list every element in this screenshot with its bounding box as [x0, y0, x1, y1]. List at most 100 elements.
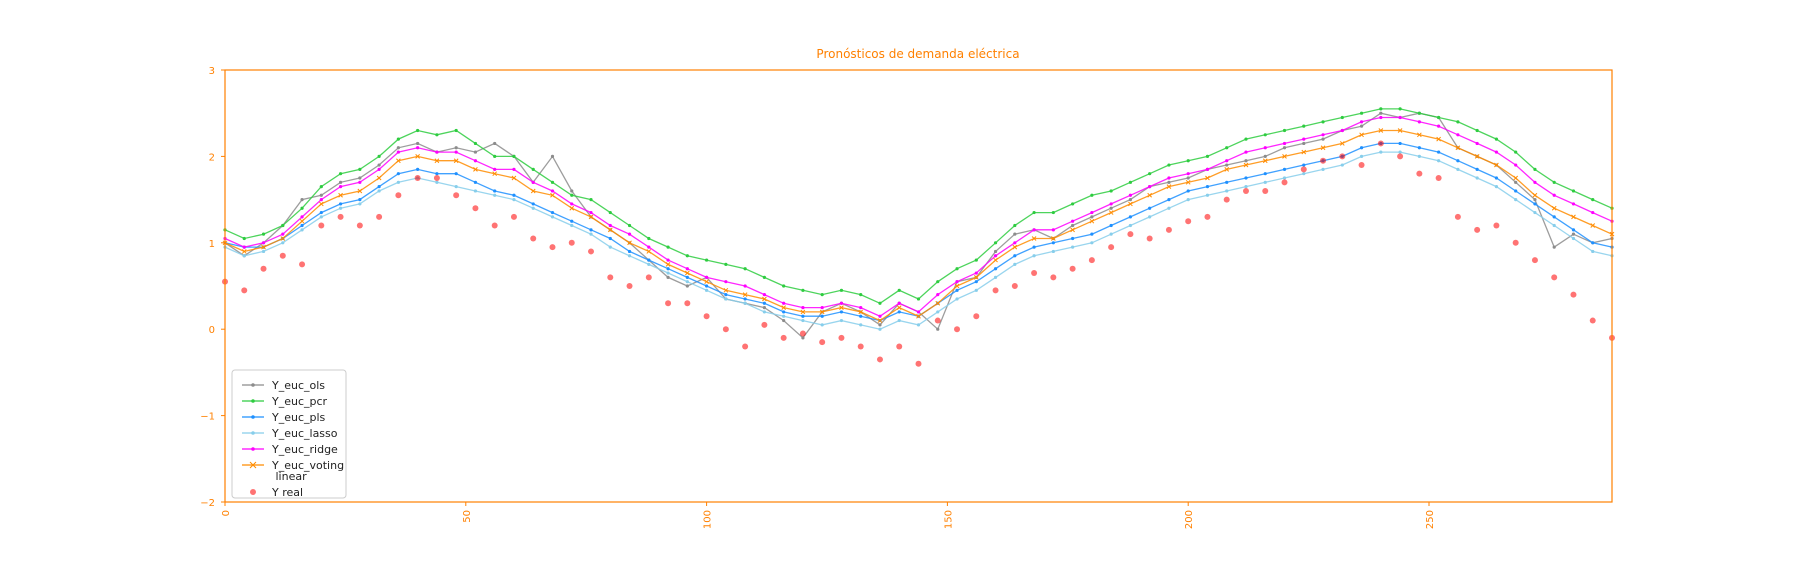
legend-label-ridge: Y_euc_ridge: [271, 443, 338, 456]
point-ridge-23: [666, 258, 670, 262]
point-ridge-4: [300, 215, 304, 219]
point-real-65: [1474, 226, 1481, 233]
point-ridge-1: [242, 245, 246, 249]
point-real-15: [510, 213, 517, 220]
point-ridge-47: [1128, 193, 1133, 197]
y-tick-label-0: 0: [209, 325, 215, 336]
point-pcr-63: [1437, 115, 1441, 120]
point-ols-60: [1379, 111, 1383, 115]
point-real-70: [1570, 291, 1577, 298]
point-pcr-19: [589, 198, 593, 202]
point-lasso-26: [724, 297, 728, 301]
point-lasso-2: [261, 249, 266, 254]
point-lasso-18: [570, 223, 574, 228]
point-voting-56: [1301, 149, 1307, 155]
point-ols-10: [416, 141, 420, 146]
axis-ticks: −2 −1 0 1 2 3 0 50 100 150 200 250: [200, 66, 1436, 529]
point-ridge-18: [570, 202, 574, 206]
series-line-ridge: [224, 116, 1613, 317]
point-pcr-32: [839, 288, 844, 292]
point-real-37: [934, 317, 941, 324]
point-real-10: [414, 175, 421, 181]
point-ridge-30: [801, 306, 805, 310]
legend-label-line: Y_euc_ridge: [271, 443, 338, 456]
point-ridge-7: [358, 180, 362, 184]
point-lasso-24: [685, 280, 689, 284]
point-ridge-52: [1225, 159, 1229, 163]
point-ridge-66: [1494, 150, 1499, 154]
point-real-30: [799, 330, 806, 337]
point-pls-26: [724, 293, 728, 297]
legend-marker-ridge: [251, 447, 255, 451]
point-voting-64: [1455, 145, 1461, 151]
point-lasso-1: [242, 254, 246, 258]
point-ridge-59: [1359, 120, 1364, 124]
point-ridge-63: [1437, 124, 1441, 128]
point-pls-43: [1051, 241, 1055, 245]
point-pcr-31: [820, 293, 824, 297]
point-pls-55: [1282, 167, 1287, 171]
point-pcr-50: [1186, 159, 1190, 163]
point-voting-9: [396, 158, 401, 164]
point-pcr-17: [550, 180, 555, 184]
point-pls-39: [974, 280, 978, 284]
point-real-21: [626, 283, 633, 289]
point-voting-21: [627, 240, 632, 246]
point-pcr-48: [1148, 172, 1152, 176]
point-ridge-12: [454, 150, 458, 154]
point-ols-37: [936, 327, 940, 331]
x-tick-label-50: 50: [462, 510, 473, 523]
point-ridge-51: [1205, 167, 1210, 171]
point-lasso-62: [1417, 154, 1421, 158]
point-ridge-11: [435, 150, 439, 154]
point-ridge-20: [608, 223, 612, 228]
point-real-46: [1108, 244, 1115, 251]
point-ridge-13: [473, 159, 478, 163]
point-ols-53: [1244, 159, 1248, 163]
point-voting-8: [376, 175, 382, 181]
point-pcr-30: [801, 288, 805, 292]
point-pcr-56: [1302, 124, 1306, 128]
legend-marker-lasso: [251, 431, 255, 435]
point-ridge-19: [589, 210, 593, 215]
point-lasso-11: [435, 180, 439, 184]
point-ridge-68: [1533, 180, 1537, 184]
point-ridge-36: [916, 310, 921, 314]
point-real-31: [819, 339, 826, 346]
point-ridge-22: [647, 245, 651, 249]
point-pls-6: [338, 202, 343, 206]
legend-item-voting: Y_euc_voting linear: [242, 459, 344, 483]
point-ridge-54: [1263, 146, 1267, 150]
point-real-14: [491, 222, 498, 229]
legend-label-line: Y_euc_lasso: [271, 427, 338, 440]
point-ridge-2: [261, 241, 266, 245]
point-pls-35: [897, 310, 901, 314]
point-ridge-3: [281, 232, 285, 236]
point-ridge-43: [1051, 228, 1055, 232]
x-tick-label-100: 100: [703, 510, 714, 529]
chart-title: Pronósticos de demanda eléctrica: [816, 47, 1019, 61]
point-pls-71: [1591, 241, 1595, 245]
point-voting-68: [1532, 192, 1538, 198]
point-voting-19: [588, 214, 594, 220]
point-pcr-26: [724, 262, 728, 266]
legend-item-ridge: Y_euc_ridge: [242, 443, 338, 456]
point-lasso-50: [1186, 198, 1190, 202]
point-real-7: [356, 222, 363, 229]
point-pcr-11: [435, 133, 439, 137]
legend-item-pls: Y_euc_pls: [242, 411, 326, 424]
point-lasso-6: [338, 206, 343, 210]
point-voting-5: [318, 201, 324, 207]
point-pcr-51: [1205, 154, 1210, 158]
point-voting-36: [916, 313, 921, 319]
legend-label-voting: Y_euc_voting linear: [271, 459, 344, 483]
point-pcr-1: [242, 236, 246, 241]
point-voting-43: [1050, 236, 1056, 241]
point-voting-22: [646, 249, 652, 254]
point-lasso-67: [1514, 198, 1518, 202]
point-ridge-21: [627, 232, 632, 236]
point-lasso-4: [300, 228, 304, 232]
point-lasso-65: [1475, 176, 1479, 180]
point-voting-62: [1417, 132, 1422, 138]
point-ridge-29: [782, 301, 786, 305]
